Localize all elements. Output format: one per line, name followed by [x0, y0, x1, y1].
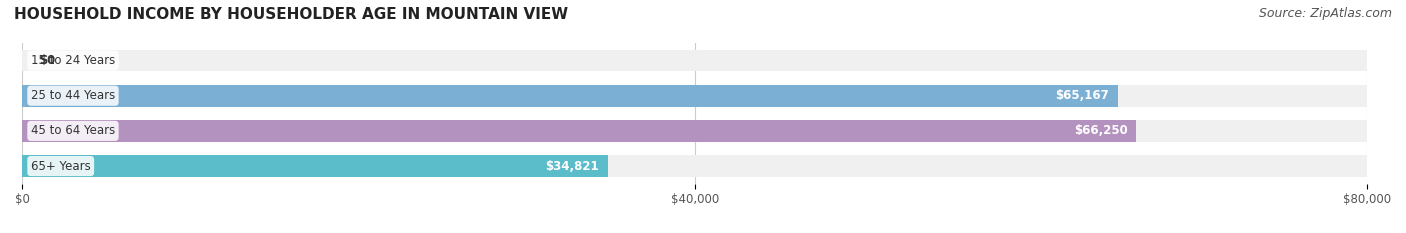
Text: Source: ZipAtlas.com: Source: ZipAtlas.com: [1258, 7, 1392, 20]
Bar: [22, 155, 1367, 177]
Text: $65,167: $65,167: [1056, 89, 1109, 102]
Text: 15 to 24 Years: 15 to 24 Years: [31, 54, 115, 67]
Text: $34,821: $34,821: [546, 160, 599, 173]
Text: HOUSEHOLD INCOME BY HOUSEHOLDER AGE IN MOUNTAIN VIEW: HOUSEHOLD INCOME BY HOUSEHOLDER AGE IN M…: [14, 7, 568, 22]
Bar: [22, 120, 1367, 142]
Bar: [22, 155, 607, 177]
Text: 25 to 44 Years: 25 to 44 Years: [31, 89, 115, 102]
Text: $0: $0: [39, 54, 55, 67]
Bar: [22, 120, 1136, 142]
Bar: [22, 85, 1367, 107]
Text: 65+ Years: 65+ Years: [31, 160, 90, 173]
Text: 45 to 64 Years: 45 to 64 Years: [31, 124, 115, 137]
Bar: [22, 85, 1118, 107]
Bar: [22, 50, 1367, 72]
Text: $66,250: $66,250: [1074, 124, 1128, 137]
